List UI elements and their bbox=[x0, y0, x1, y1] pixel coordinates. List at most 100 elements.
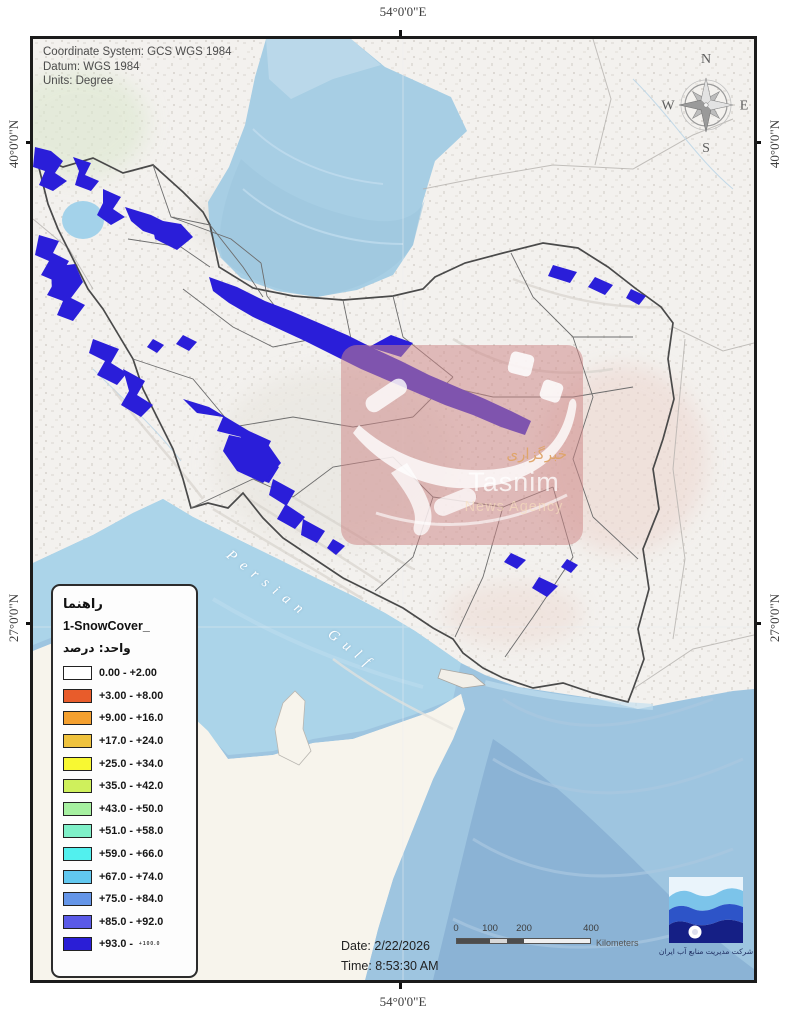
legend-panel: راهنما 1-SnowCover_ واحد: درصد 0.00 - +2… bbox=[51, 584, 198, 978]
info-line-units: Units: Degree bbox=[43, 75, 114, 87]
tick-right-27n bbox=[753, 622, 761, 625]
scale-label-0: 0 bbox=[453, 923, 459, 934]
date-label: Date: bbox=[341, 939, 371, 953]
scale-bar: 0 100 200 400 Kilometers bbox=[453, 923, 639, 951]
legend-title: راهنما bbox=[63, 597, 103, 612]
legend-swatch bbox=[63, 734, 92, 749]
legend-layer-name: 1-SnowCover_ bbox=[63, 619, 150, 633]
legend-item-label: +67.0 - +74.0 bbox=[99, 870, 164, 883]
watermark-agency-sub: News Agency bbox=[464, 499, 564, 515]
compass-icon: N E S W bbox=[661, 52, 749, 156]
legend-swatch bbox=[63, 756, 92, 771]
legend-item-label: +75.0 - +84.0 bbox=[99, 893, 164, 906]
coord-label-bottom: 54°0'0"E bbox=[379, 994, 427, 1009]
time-label: Time: bbox=[341, 959, 372, 973]
legend-item: +43.0 - +50.0 bbox=[63, 798, 187, 821]
legend-item: +25.0 - +34.0 bbox=[63, 752, 187, 775]
legend-item: +59.0 - +66.0 bbox=[63, 843, 187, 866]
compass-south-label: S bbox=[702, 141, 710, 156]
legend-item: +67.0 - +74.0 bbox=[63, 865, 187, 888]
scale-bar-labels: 0 100 200 400 bbox=[453, 923, 636, 936]
legend-swatch bbox=[63, 711, 92, 726]
legend-item-label: +51.0 - +58.0 bbox=[99, 825, 164, 838]
caspian-sea bbox=[208, 39, 467, 297]
coord-label-right-bottom: 27°0'0"N bbox=[767, 593, 782, 643]
watermark-calligraphy bbox=[353, 351, 577, 536]
scale-bar-graphic bbox=[456, 938, 591, 944]
legend-items: 0.00 - +2.00 +3.00 - +8.00 +9.00 - +16.0 bbox=[63, 662, 187, 956]
legend-item-label: 0.00 - +2.00 bbox=[99, 667, 157, 680]
scale-segment bbox=[506, 939, 524, 943]
legend-item-label: +43.0 - +50.0 bbox=[99, 802, 164, 815]
legend-item-label: +85.0 - +92.0 bbox=[99, 915, 164, 928]
water-waves-icon bbox=[669, 877, 743, 943]
coord-label-right-top: 40°0'0"N bbox=[767, 119, 782, 169]
time-line: Time: 8:53:30 AM bbox=[341, 956, 439, 976]
scale-segment bbox=[490, 939, 507, 943]
map-canvas bbox=[33, 39, 754, 980]
legend-item-label: +25.0 - +34.0 bbox=[99, 757, 164, 770]
southern-seas bbox=[33, 499, 754, 980]
legend-swatch bbox=[63, 892, 92, 907]
legend-item-label: +17.0 - +24.0 bbox=[99, 735, 164, 748]
scale-segment bbox=[457, 939, 491, 943]
date-value: 2/22/2026 bbox=[374, 939, 430, 953]
legend-item: +75.0 - +84.0 bbox=[63, 888, 187, 911]
date-line: Date: 2/22/2026 bbox=[341, 936, 439, 956]
legend-swatch bbox=[63, 847, 92, 862]
watermark-tasnim: خبرگزاری Tasnim News Agency bbox=[341, 345, 583, 545]
legend-swatch bbox=[63, 666, 92, 681]
compass-rose: N E S W bbox=[661, 47, 751, 157]
info-line-datum: Datum: WGS 1984 bbox=[43, 60, 140, 73]
legend-swatch bbox=[63, 824, 92, 839]
tick-top bbox=[399, 30, 402, 38]
coord-label-left-top: 40°0'0"N bbox=[6, 119, 21, 169]
legend-swatch bbox=[63, 937, 92, 952]
legend-swatch bbox=[63, 801, 92, 816]
watermark-agency-fa: خبرگزاری bbox=[506, 445, 567, 463]
logo-caption: شرکت مدیریت منابع آب ایران bbox=[658, 947, 754, 956]
legend-swatch bbox=[63, 779, 92, 794]
legend-item-label: +93.0 - bbox=[99, 938, 133, 951]
legend-swatch bbox=[63, 869, 92, 884]
legend-item: +93.0 - +100.0 bbox=[63, 933, 187, 956]
time-value: 8:53:30 AM bbox=[375, 959, 439, 973]
legend-item: +35.0 - +42.0 bbox=[63, 775, 187, 798]
legend-unit-label: واحد: درصد bbox=[63, 641, 131, 655]
scale-label-200: 200 bbox=[516, 923, 532, 934]
compass-west-label: W bbox=[661, 99, 675, 114]
info-line-coordinate-system: Coordinate System: GCS WGS 1984 bbox=[43, 46, 232, 58]
map-frame: خبرگزاری Tasnim News Agency Persian Gulf… bbox=[30, 36, 757, 983]
water-company-logo bbox=[669, 877, 743, 943]
legend-item-label: +9.00 - +16.0 bbox=[99, 712, 164, 725]
legend-item: +85.0 - +92.0 bbox=[63, 911, 187, 934]
iran-border bbox=[34, 154, 675, 704]
datetime-block: Date: 2/22/2026 Time: 8:53:30 AM bbox=[341, 936, 439, 976]
scale-segment bbox=[523, 939, 590, 943]
compass-north-label: N bbox=[701, 52, 711, 67]
legend-item-label: +35.0 - +42.0 bbox=[99, 780, 164, 793]
legend-item: +51.0 - +58.0 bbox=[63, 820, 187, 843]
legend-item: +9.00 - +16.0 bbox=[63, 707, 187, 730]
legend-item: +17.0 - +24.0 bbox=[63, 730, 187, 753]
compass-east-label: E bbox=[740, 99, 749, 114]
legend-swatch bbox=[63, 688, 92, 703]
lake-urmia bbox=[62, 201, 104, 239]
tick-bottom bbox=[399, 981, 402, 989]
watermark-agency-en: Tasnim bbox=[468, 467, 560, 497]
scale-label-100: 100 bbox=[482, 923, 498, 934]
scale-label-400: 400 bbox=[583, 923, 599, 934]
scale-unit-label: Kilometers bbox=[596, 938, 639, 948]
tick-right-40n bbox=[753, 141, 761, 144]
legend-item: 0.00 - +2.00 bbox=[63, 662, 187, 685]
legend-item-label-tiny: +100.0 bbox=[138, 941, 161, 948]
coordinate-system-info: Coordinate System: GCS WGS 1984 Datum: W… bbox=[43, 45, 232, 89]
legend-swatch bbox=[63, 914, 92, 929]
coord-label-left-bottom: 27°0'0"N bbox=[6, 593, 21, 643]
legend-item: +3.00 - +8.00 bbox=[63, 685, 187, 708]
legend-item-label: +59.0 - +66.0 bbox=[99, 848, 164, 861]
legend-item-label: +3.00 - +8.00 bbox=[99, 689, 164, 702]
coord-label-top: 54°0'0"E bbox=[379, 4, 427, 19]
neighbor-borders bbox=[33, 39, 754, 690]
